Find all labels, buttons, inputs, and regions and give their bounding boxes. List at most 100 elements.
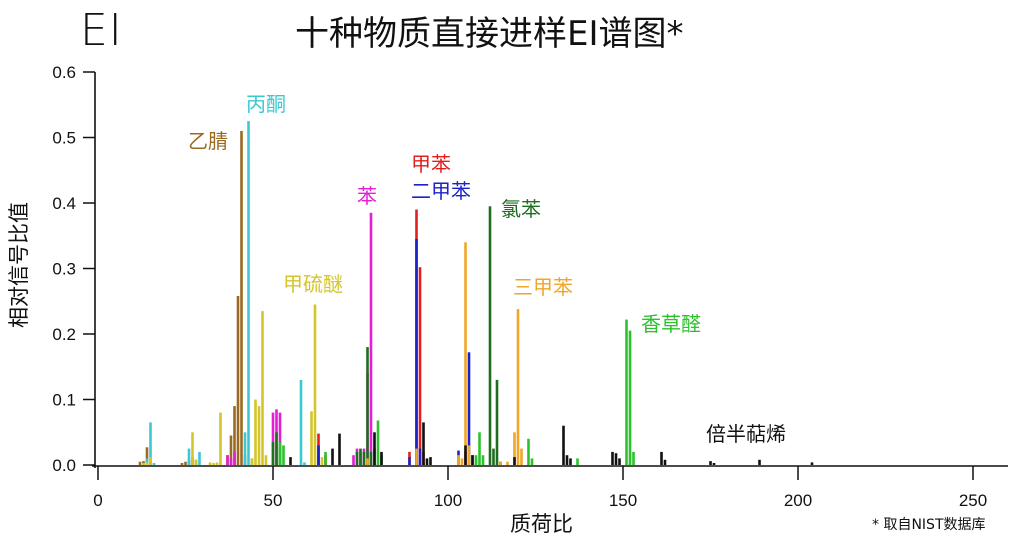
peak-bar bbox=[145, 447, 149, 465]
y-tick-label: 0.1 bbox=[52, 391, 76, 410]
peak-bar bbox=[488, 206, 492, 466]
peak-bar bbox=[261, 311, 264, 465]
compound-label: 甲硫醚 bbox=[283, 272, 343, 296]
peak-bar bbox=[513, 457, 516, 465]
peak-bar bbox=[331, 448, 334, 465]
compound-label: 丙酮 bbox=[246, 92, 286, 116]
peak-bar bbox=[569, 458, 572, 465]
peak-bar bbox=[527, 438, 530, 465]
peak-bar bbox=[229, 458, 233, 465]
peak-bar bbox=[352, 455, 355, 465]
peak-bar bbox=[271, 442, 275, 465]
peak-bar bbox=[278, 442, 282, 465]
peak-bar bbox=[530, 458, 534, 465]
chart-title: 十种物质直接进样EI谱图* bbox=[295, 14, 684, 54]
peak-bar bbox=[240, 130, 243, 465]
peak-bar bbox=[187, 448, 191, 465]
y-tick-label: 0.6 bbox=[52, 63, 76, 82]
peak-bar bbox=[233, 451, 236, 465]
peak-bar bbox=[499, 461, 502, 465]
peak-bar bbox=[250, 458, 254, 465]
peak-bar bbox=[625, 319, 628, 465]
series-7 bbox=[366, 242, 523, 466]
peak-bar bbox=[471, 455, 474, 465]
peak-bar bbox=[467, 445, 471, 465]
peak-bar bbox=[478, 432, 481, 466]
peak-bar bbox=[229, 435, 233, 465]
peak-bar bbox=[320, 457, 324, 465]
compound-label: 二甲苯 bbox=[411, 179, 471, 203]
peak-bar bbox=[317, 445, 320, 465]
peak-bar bbox=[663, 459, 667, 465]
peak-bar bbox=[152, 463, 156, 465]
peak-bar bbox=[310, 411, 313, 465]
peak-bar bbox=[271, 412, 275, 465]
peak-bar bbox=[324, 451, 327, 465]
peak-bar bbox=[194, 459, 198, 465]
axes: 0.0 0.1 0.2 0.3 0.4 0.5 0.6 0 50 100 150 200 250 bbox=[52, 63, 1008, 510]
x-tick-label: 50 bbox=[264, 491, 283, 510]
series-2 bbox=[142, 304, 324, 466]
peak-bar bbox=[464, 242, 467, 465]
peak-bar bbox=[618, 458, 621, 465]
series-6 bbox=[271, 206, 502, 466]
peak-bar bbox=[492, 448, 495, 465]
peak-bar bbox=[520, 448, 523, 465]
y-tick-label: 0.0 bbox=[52, 456, 76, 475]
y-tick-label: 0.3 bbox=[52, 260, 76, 279]
peak-bar bbox=[415, 448, 418, 465]
x-axis-label: 质荷比 bbox=[510, 512, 573, 536]
peak-bar bbox=[282, 445, 285, 465]
peak-bar bbox=[233, 406, 236, 465]
peak-bar bbox=[474, 455, 478, 465]
peak-bar bbox=[212, 463, 215, 465]
peak-bar bbox=[142, 463, 145, 465]
y-tick-label: 0.5 bbox=[52, 129, 76, 148]
peak-bar bbox=[338, 433, 341, 465]
peak-bar bbox=[467, 352, 471, 465]
compound-label: 倍半萜烯 bbox=[706, 422, 786, 446]
peak-bar bbox=[810, 462, 814, 465]
peak-bar bbox=[373, 432, 376, 466]
compound-label: 乙腈 bbox=[188, 129, 228, 153]
peak-bar bbox=[184, 461, 187, 465]
peak-bar bbox=[275, 432, 278, 466]
x-tick-label: 200 bbox=[784, 491, 812, 510]
peak-bar bbox=[418, 448, 422, 465]
peak-bar bbox=[226, 455, 229, 465]
peak-bar bbox=[247, 121, 250, 465]
peak-bar bbox=[422, 422, 425, 465]
peak-bar bbox=[660, 451, 663, 465]
peak-bar bbox=[380, 451, 383, 465]
peak-bar bbox=[149, 422, 152, 465]
peak-bar bbox=[495, 379, 499, 465]
peak-bar bbox=[418, 267, 422, 465]
peak-bar bbox=[359, 448, 362, 465]
x-tick-label: 150 bbox=[609, 491, 637, 510]
peak-bar bbox=[289, 457, 292, 465]
peak-bar bbox=[215, 462, 219, 465]
series-1 bbox=[145, 121, 306, 466]
peak-bar bbox=[366, 347, 369, 465]
peak-bar bbox=[149, 457, 152, 465]
peak-bar bbox=[565, 455, 569, 465]
peak-bar bbox=[712, 463, 716, 465]
peak-bar bbox=[460, 458, 464, 465]
compound-label: 甲苯 bbox=[411, 152, 451, 176]
peak-bar bbox=[138, 461, 142, 465]
spectrum-bars bbox=[138, 121, 814, 466]
compound-label: 氯苯 bbox=[501, 197, 541, 221]
x-tick-label: 250 bbox=[959, 491, 987, 510]
peak-bar bbox=[506, 461, 509, 465]
x-tick-label: 0 bbox=[93, 491, 102, 510]
corner-label: EI bbox=[80, 5, 123, 56]
peak-bar bbox=[180, 463, 184, 465]
x-tick-label: 100 bbox=[434, 491, 462, 510]
peak-bar bbox=[145, 458, 149, 465]
peak-bar bbox=[366, 458, 369, 465]
peak-bar bbox=[632, 451, 635, 465]
peak-bar bbox=[464, 445, 467, 465]
peak-bar bbox=[415, 239, 418, 465]
peak-bar bbox=[264, 455, 268, 465]
